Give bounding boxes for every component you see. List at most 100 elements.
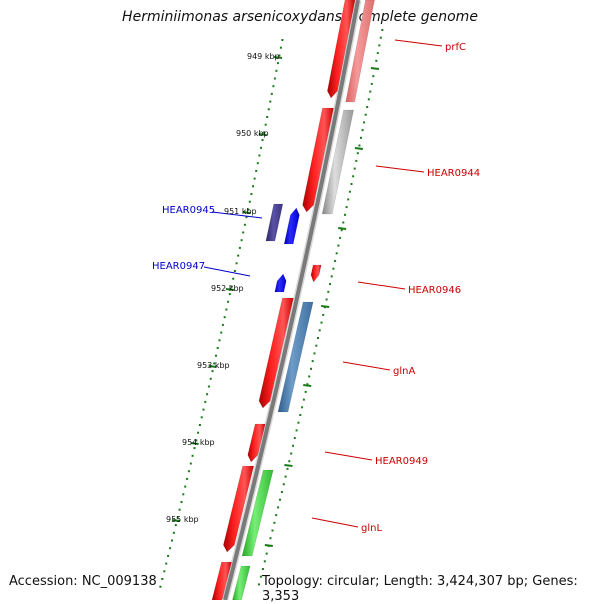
feature-glnl-homolog — [241, 469, 274, 557]
ruler-major-tick — [208, 365, 217, 368]
ruler-track-right — [258, 29, 384, 586]
ruler-dot — [240, 239, 243, 242]
ruler-dot — [202, 408, 205, 411]
gene-labels: prfC HEAR0944 HEAR0945 HEAR0947 HEAR0946… — [152, 42, 480, 534]
gene-label-hear0944[interactable]: HEAR0944 — [427, 168, 480, 179]
genome-backbone — [221, 0, 362, 600]
ruler-dot — [355, 159, 358, 162]
ruler-dot — [345, 206, 348, 209]
ruler-major-tick — [190, 442, 199, 445]
ruler-dot — [193, 447, 196, 450]
ruler-dot — [186, 477, 189, 480]
ruler-dot — [238, 246, 241, 249]
ruler-track-left — [159, 39, 284, 588]
ruler-dot — [372, 75, 375, 78]
feature-hear0946 — [310, 264, 322, 283]
ruler-dot — [299, 414, 302, 416]
ruler-dot — [282, 483, 285, 486]
ruler-dot — [182, 493, 185, 496]
ruler-dot — [260, 146, 262, 149]
ruler-dot — [279, 498, 281, 501]
ruler-dot — [169, 547, 172, 550]
ruler-major-tick — [242, 211, 251, 214]
ruler-dot — [187, 470, 190, 473]
ruler-dot — [172, 531, 175, 534]
ruler-dot — [243, 223, 246, 226]
ruler-dot — [284, 475, 287, 478]
ruler-dot — [379, 36, 382, 39]
ruler-dot — [297, 421, 300, 424]
label-leader-lines — [203, 39, 443, 528]
ruler-dot — [198, 424, 201, 426]
ruler-dot — [232, 277, 235, 280]
ruler-label-954: 954 kbp — [182, 438, 215, 447]
gene-label-glnl[interactable]: glnL — [361, 523, 382, 534]
leader-prfc — [394, 39, 443, 47]
ruler-dot — [327, 290, 330, 293]
ruler-dot — [320, 321, 323, 324]
ruler-dot — [227, 300, 230, 303]
ruler-dot — [245, 216, 248, 219]
feature-glna-homolog — [277, 301, 314, 413]
ruler-dot — [270, 92, 273, 95]
gene-label-prfc[interactable]: prfC — [445, 42, 466, 53]
ruler-label-953: 953 kbp — [197, 361, 230, 370]
ruler-dot — [215, 354, 217, 357]
ruler-dot — [370, 82, 373, 85]
ruler-dot — [273, 521, 276, 524]
ruler-dot — [261, 139, 264, 142]
ruler-minor-tick — [284, 464, 293, 467]
feature-glna — [258, 297, 294, 409]
ruler-dot — [178, 508, 181, 511]
ruler-dot — [253, 177, 256, 180]
ruler-dot — [220, 331, 223, 334]
ruler-label-949: 949 kbp — [247, 52, 280, 61]
map-title: Herminiimonas arsenicoxydans, complete g… — [122, 9, 478, 25]
feature-hear0949 — [247, 423, 266, 463]
ruler-dot — [255, 169, 258, 172]
ruler-minor-tick — [321, 305, 330, 308]
ruler-dot — [332, 267, 335, 270]
gene-label-hear0945[interactable]: HEAR0945 — [162, 205, 215, 216]
ruler-dot — [165, 562, 168, 565]
feature-glnl — [223, 465, 255, 553]
leader-glnl — [311, 517, 359, 528]
gene-label-glna[interactable]: glnA — [393, 366, 415, 377]
ruler-dot — [330, 275, 333, 278]
ruler-dot — [277, 506, 280, 509]
ruler-dot — [271, 529, 274, 532]
ruler-dot — [335, 252, 338, 255]
ruler-label-951: 951 kbp — [224, 207, 257, 216]
ruler-dot — [204, 400, 207, 403]
gene-label-hear0949[interactable]: HEAR0949 — [375, 456, 428, 467]
ruler-dot — [352, 175, 355, 178]
ruler-dot — [213, 362, 216, 365]
ruler-dot — [276, 62, 279, 65]
ruler-dot — [280, 491, 283, 493]
ruler-dot — [200, 416, 203, 419]
ruler-dot — [360, 136, 362, 139]
ruler-dot — [207, 385, 210, 388]
ruler-dot — [302, 398, 305, 401]
ruler-label-952: 952 kbp — [211, 284, 244, 293]
feature-next-gene — [211, 561, 232, 600]
ruler-labels: 949 kbp 950 kbp 951 kbp 952 kbp 953 kbp … — [166, 52, 280, 524]
ruler-dot — [223, 316, 226, 319]
ruler-dot — [311, 360, 314, 363]
backbone-line — [223, 0, 360, 600]
ruler-dot — [350, 183, 353, 185]
ruler-dot — [159, 585, 162, 588]
ruler-minor-tick — [370, 67, 380, 70]
ruler-dot — [329, 283, 331, 286]
ruler-dot — [275, 69, 278, 72]
ruler-dot — [191, 454, 194, 457]
ruler-dot — [339, 236, 342, 239]
feature-hear0945 — [283, 207, 300, 245]
gene-label-hear0946[interactable]: HEAR0946 — [408, 285, 461, 296]
ruler-dot — [363, 121, 366, 124]
ruler-dot — [344, 213, 346, 216]
ruler-dot — [230, 285, 233, 288]
gene-label-hear0947[interactable]: HEAR0947 — [152, 261, 205, 272]
